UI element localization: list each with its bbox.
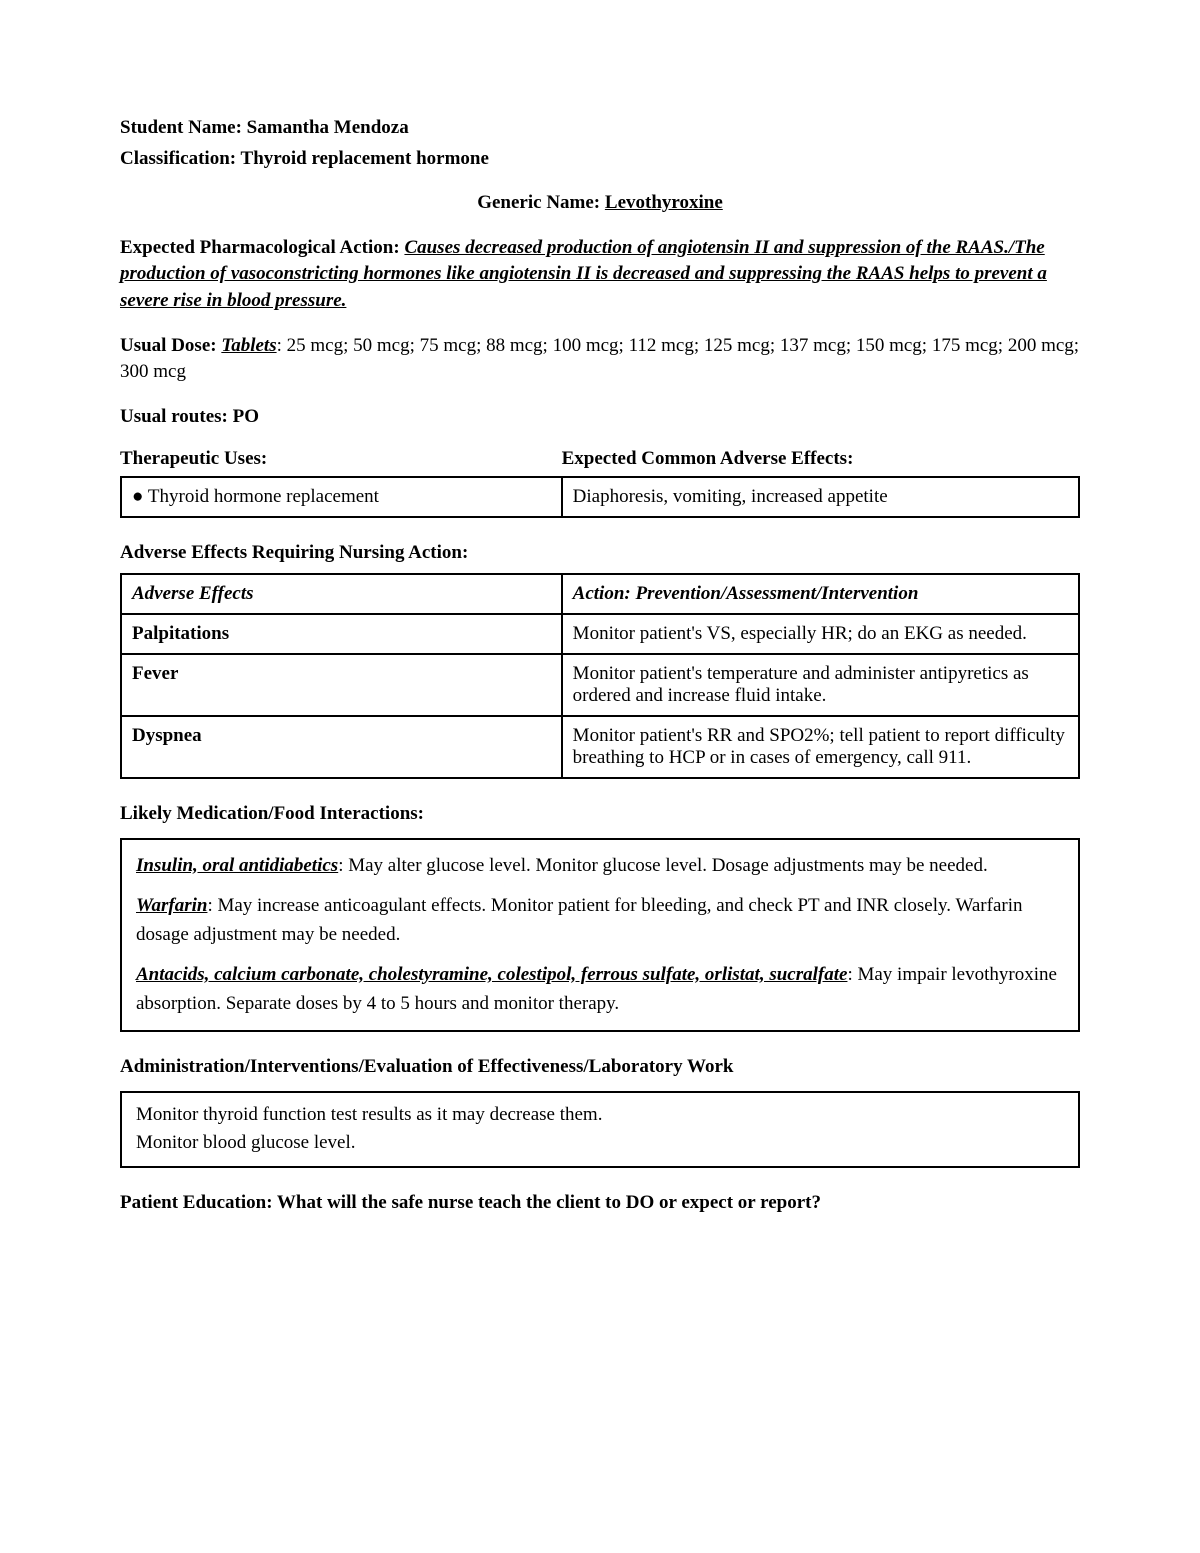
- table-row: Fever Monitor patient's temperature and …: [121, 654, 1079, 716]
- adverse-heading: Adverse Effects Requiring Nursing Action…: [120, 540, 1080, 567]
- table-row: Dyspnea Monitor patient's RR and SPO2%; …: [121, 716, 1079, 778]
- adverse-col1: Adverse Effects: [121, 574, 562, 614]
- admin-heading: Administration/Interventions/Evaluation …: [120, 1054, 1080, 1081]
- dose-label: Usual Dose:: [120, 335, 221, 356]
- adverse-effect-cell: Fever: [121, 654, 562, 716]
- admin-box: Monitor thyroid function test results as…: [120, 1091, 1080, 1168]
- interaction-label: Antacids, calcium carbonate, cholestyram…: [136, 964, 847, 985]
- interaction-label: Insulin, oral antidiabetics: [136, 855, 338, 876]
- routes-value: PO: [233, 406, 259, 427]
- generic-value: Levothyroxine: [605, 192, 723, 213]
- adverse-col2: Action: Prevention/Assessment/Interventi…: [562, 574, 1079, 614]
- interaction-text: : May alter glucose level. Monitor gluco…: [338, 855, 988, 876]
- pharm-action-label: Expected Pharmacological Action:: [120, 237, 404, 258]
- classification-label: Classification:: [120, 148, 236, 169]
- interaction-label: Warfarin: [136, 895, 207, 916]
- classification-line: Classification: Thyroid replacement horm…: [120, 146, 1080, 173]
- adverse-action-cell: Monitor patient's VS, especially HR; do …: [562, 614, 1079, 654]
- interaction-item: Antacids, calcium carbonate, cholestyram…: [136, 961, 1064, 1018]
- adverse-action-cell: Monitor patient's temperature and admini…: [562, 654, 1079, 716]
- table-row: Palpitations Monitor patient's VS, espec…: [121, 614, 1079, 654]
- student-label: Student Name:: [120, 117, 242, 138]
- student-name-line: Student Name: Samantha Mendoza: [120, 115, 1080, 142]
- uses-effects-headers: Therapeutic Uses: Expected Common Advers…: [120, 448, 1080, 470]
- table-row: ● Thyroid hormone replacement Diaphoresi…: [121, 477, 1079, 517]
- admin-line: Monitor thyroid function test results as…: [136, 1101, 1064, 1130]
- effects-cell: Diaphoresis, vomiting, increased appetit…: [562, 477, 1079, 517]
- interactions-heading: Likely Medication/Food Interactions:: [120, 801, 1080, 828]
- adverse-effect-cell: Palpitations: [121, 614, 562, 654]
- uses-cell: ● Thyroid hormone replacement: [121, 477, 562, 517]
- therapeutic-uses-heading: Therapeutic Uses:: [120, 448, 562, 470]
- interaction-text: : May increase anticoagulant effects. Mo…: [136, 895, 1022, 945]
- classification-value: Thyroid replacement hormone: [236, 148, 489, 169]
- routes-line: Usual routes: PO: [120, 404, 1080, 431]
- generic-label: Generic Name:: [477, 192, 605, 213]
- education-heading: Patient Education: What will the safe nu…: [120, 1190, 1080, 1217]
- interactions-box: Insulin, oral antidiabetics: May alter g…: [120, 838, 1080, 1033]
- interaction-item: Warfarin: May increase anticoagulant eff…: [136, 892, 1064, 949]
- adverse-effects-heading: Expected Common Adverse Effects:: [562, 448, 1080, 470]
- uses-effects-table: ● Thyroid hormone replacement Diaphoresi…: [120, 476, 1080, 518]
- routes-label: Usual routes:: [120, 406, 233, 427]
- adverse-action-cell: Monitor patient's RR and SPO2%; tell pat…: [562, 716, 1079, 778]
- document-page: Student Name: Samantha Mendoza Classific…: [0, 0, 1200, 1553]
- table-header-row: Adverse Effects Action: Prevention/Asses…: [121, 574, 1079, 614]
- generic-name-line: Generic Name: Levothyroxine: [120, 190, 1080, 217]
- usual-dose-block: Usual Dose: Tablets: 25 mcg; 50 mcg; 75 …: [120, 333, 1080, 386]
- adverse-effect-cell: Dyspnea: [121, 716, 562, 778]
- interaction-item: Insulin, oral antidiabetics: May alter g…: [136, 852, 1064, 881]
- adverse-effects-table: Adverse Effects Action: Prevention/Asses…: [120, 573, 1080, 779]
- dose-form: Tablets: [221, 335, 276, 356]
- pharm-action-block: Expected Pharmacological Action: Causes …: [120, 235, 1080, 315]
- admin-line: Monitor blood glucose level.: [136, 1129, 1064, 1158]
- student-value: Samantha Mendoza: [242, 117, 409, 138]
